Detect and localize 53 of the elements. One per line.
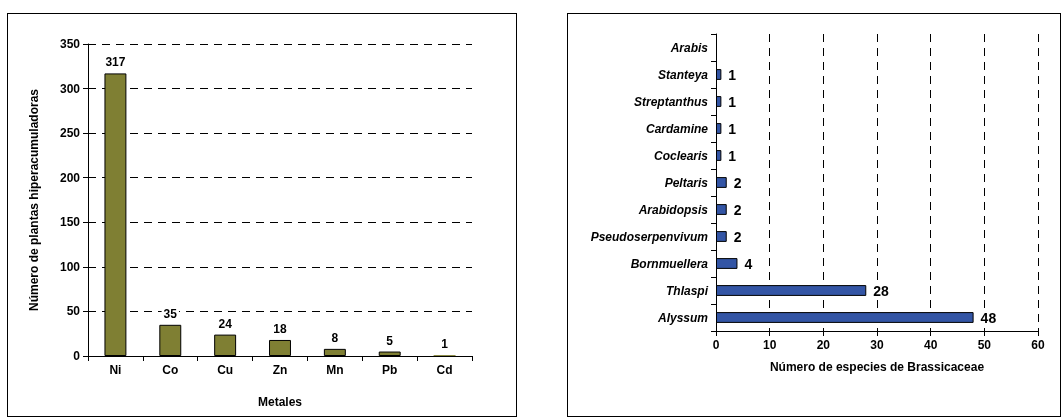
- data-label: 48: [980, 309, 997, 326]
- y-tick-label: 300: [59, 81, 81, 96]
- y-tick-label: Arabis: [669, 40, 709, 55]
- y-tick-label: 100: [59, 259, 81, 274]
- y-tick-label: 200: [59, 170, 81, 185]
- y-tick-label: Coclearis: [653, 148, 709, 163]
- data-label: 35: [163, 306, 178, 321]
- x-tick-label: 50: [977, 338, 992, 352]
- x-tick-label: 60: [1031, 338, 1045, 352]
- y-tick-label: 50: [66, 304, 81, 319]
- data-label: 8: [331, 330, 339, 345]
- y-tick-label: Bornmuellera: [630, 256, 709, 271]
- y-tick-label: Cardamine: [645, 121, 709, 136]
- data-label: 1: [441, 337, 449, 352]
- x-tick-label: Ni: [109, 363, 122, 377]
- x-axis-title: Número de especies de Brassicaceae: [769, 360, 985, 374]
- x-axis-title: Metales: [257, 395, 303, 409]
- x-tick-label: Pb: [382, 363, 398, 377]
- data-label: 4: [744, 255, 753, 272]
- x-tick-label: 20: [816, 338, 831, 352]
- data-label: 2: [733, 228, 742, 245]
- y-tick-label: 0: [73, 349, 81, 363]
- x-tick-label: Cd: [436, 363, 453, 377]
- y-tick-label: Streptanthus: [633, 94, 709, 109]
- y-tick-label: Arabidopsis: [637, 202, 709, 217]
- y-axis-title: Número de plantas hiperacumuladoras: [27, 88, 41, 312]
- data-label: 317: [105, 55, 126, 70]
- y-tick-label: Stanteya: [657, 67, 709, 82]
- y-tick-label: Peltaris: [664, 175, 709, 190]
- data-label: 5: [386, 333, 394, 348]
- x-tick-label: 10: [762, 338, 777, 352]
- y-tick-label: 150: [59, 215, 81, 230]
- y-tick-label: Thlaspi: [665, 283, 709, 298]
- data-label: 1: [728, 93, 737, 110]
- x-tick-label: Zn: [272, 363, 288, 377]
- y-tick-label: 350: [59, 37, 81, 51]
- y-tick-label: Alyssum: [656, 310, 709, 325]
- data-label: 2: [733, 174, 742, 191]
- x-tick-label: 0: [712, 338, 720, 352]
- data-label: 2: [733, 201, 742, 218]
- x-tick-label: 30: [870, 338, 884, 352]
- data-label: 24: [218, 316, 233, 331]
- y-tick-label: Pseudoserpenvivum: [590, 229, 709, 244]
- data-label: 1: [728, 147, 737, 164]
- x-tick-label: Cu: [217, 363, 234, 377]
- data-label: 18: [273, 321, 287, 336]
- data-label: 28: [873, 282, 890, 299]
- y-tick-label: 250: [59, 126, 81, 141]
- x-tick-label: Mn: [326, 363, 344, 377]
- x-tick-label: Co: [162, 363, 179, 377]
- x-tick-label: 40: [923, 338, 938, 352]
- data-label: 1: [728, 66, 737, 83]
- data-label: 1: [728, 120, 737, 137]
